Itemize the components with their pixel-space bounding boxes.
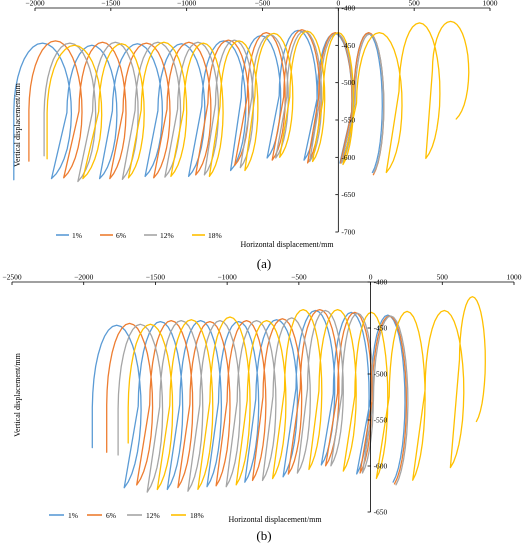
x-tick-label: −1500 (101, 0, 120, 8)
series-line-1pct (91, 309, 406, 491)
legend-label-18pct: 18% (208, 231, 222, 240)
x-tick-label: 1000 (483, 0, 498, 8)
x-tick-label: 0 (369, 273, 373, 282)
x-ticks: −2000 −1500 −1000 −500 0 500 1000 (25, 0, 498, 11)
y-tick-label: -400 (341, 4, 355, 13)
series-line-6pct (106, 308, 408, 489)
x-ticks: −2500 −2000 −1500 −1000 −500 0 500 1000 (2, 273, 522, 285)
x-tick-label: −2500 (2, 273, 21, 282)
legend-label-6pct: 6% (106, 511, 116, 520)
x-axis-title: Horizontal displacement/mm (240, 240, 334, 249)
legend-label-12pct: 12% (160, 231, 174, 240)
y-axis-title: Vertical displacement/mm (13, 82, 22, 167)
legend-label-1pct: 1% (72, 231, 82, 240)
y-tick-label: -650 (341, 190, 355, 199)
panel-caption-b: (b) (256, 528, 271, 543)
y-ticks: -400 -450 -500 -550 -600 -650 (367, 278, 388, 517)
y-tick-label: -600 (341, 153, 355, 162)
y-tick-label: -650 (374, 508, 388, 517)
series-line-18pct (127, 296, 486, 491)
x-axis-title: Horizontal displacement/mm (228, 515, 322, 524)
x-tick-label: 500 (409, 0, 421, 8)
y-axis-title: Vertical displacement/mm (13, 352, 22, 437)
x-tick-label: −500 (291, 273, 307, 282)
x-tick-label: −1500 (146, 273, 165, 282)
y-tick-label: -550 (374, 416, 388, 425)
series-layer-b (91, 296, 486, 493)
series-line-12pct (43, 30, 385, 183)
legend-label-6pct: 6% (116, 231, 126, 240)
y-tick-label: -550 (341, 116, 355, 125)
y-tick-label: -700 (341, 228, 355, 237)
y-tick-label: -500 (341, 78, 355, 87)
panel-caption-a: (a) (257, 256, 271, 271)
series-line-18pct (46, 20, 470, 180)
x-tick-label: −500 (255, 0, 271, 8)
x-tick-label: 0 (336, 0, 340, 8)
y-tick-label: -450 (374, 324, 388, 333)
legend: 1% 6% 12% 18% (49, 511, 204, 520)
legend-label-18pct: 18% (190, 511, 204, 520)
legend-label-1pct: 1% (68, 511, 78, 520)
x-tick-label: 1000 (507, 273, 522, 282)
y-tick-label: -600 (374, 462, 388, 471)
chart-panel-b: −2500 −2000 −1500 −1000 −500 0 500 1000 -400 -45… (2, 273, 521, 544)
x-tick-label: −2000 (25, 0, 44, 8)
legend-label-12pct: 12% (146, 511, 160, 520)
series-layer-a (13, 20, 470, 183)
x-tick-label: −1000 (218, 273, 237, 282)
series-line-12pct (117, 309, 409, 493)
x-tick-label: −1000 (177, 0, 196, 8)
chart-panel-a: −2000 −1500 −1000 −500 0 500 1000 -400 -450 -500… (13, 0, 498, 271)
y-tick-label: -400 (374, 278, 388, 287)
y-tick-label: -450 (341, 41, 355, 50)
y-ticks: -400 -450 -500 -550 -600 -650 -700 (335, 4, 355, 237)
y-tick-label: -500 (374, 370, 388, 379)
x-tick-label: −2000 (74, 273, 93, 282)
legend: 1% 6% 12% 18% (56, 231, 222, 240)
x-tick-label: 500 (437, 273, 449, 282)
